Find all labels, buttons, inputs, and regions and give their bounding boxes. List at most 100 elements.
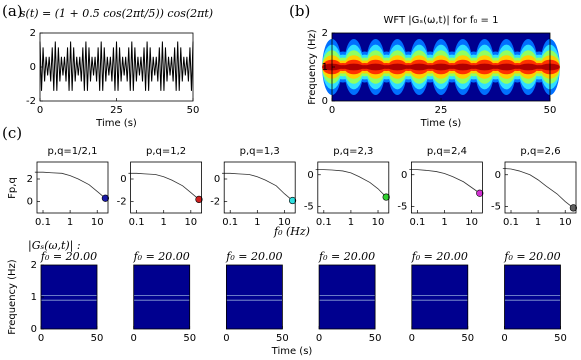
panel-label: (b) [289,2,310,20]
axes-frame [504,161,577,214]
x-tick-label: 1 [161,217,167,228]
chart-title: p,q=2,4 [427,146,467,157]
y-tick-label: 0 [214,174,220,185]
x-tick-label: 0 [409,333,415,344]
x-tick-label: 0.1 [222,217,238,228]
x-tick-label: 0 [316,333,322,344]
x-tick-label: 0 [38,333,44,344]
x-tick-label: 50 [276,333,289,344]
y-tick-label: -2 [117,197,127,208]
y-tick-label: -2 [26,96,36,107]
chart-title: p,q=2,3 [333,146,373,157]
ridge-band [387,63,408,71]
x-axis-label: Time (s) [420,118,462,129]
x-tick-label: 50 [187,105,200,116]
chart-title: f₀ = 20.00 [225,250,282,263]
y-tick-label: 0 [120,174,126,185]
axes-frame [317,161,390,214]
x-tick-label: 50 [461,333,474,344]
x-tick-label: 10 [278,217,291,228]
y-tick-label: -2 [210,197,220,208]
axes-frame [411,264,469,330]
x-tick-label: 0.1 [409,217,425,228]
chart-title: WFT |Gₛ(ω,t)| for f₀ = 1 [384,15,499,26]
data-line [315,169,387,198]
x-tick-label: 10 [372,217,385,228]
x-tick-label: 10 [465,217,478,228]
x-tick-label: 0 [37,105,43,116]
chart-title: p,q=1,3 [240,146,280,157]
panel-label: (a) [2,2,23,20]
data-line [409,169,481,194]
chart-title: f₀ = 20.00 [318,250,375,263]
y-tick-label: 0 [401,170,407,181]
y-tick-label: 2 [27,174,33,185]
axes-frame [36,161,109,214]
axes-frame [225,264,283,330]
y-tick-label: 1 [31,292,37,303]
chart-title: s(t) = (1 + 0.5 cos(2πt/5)) cos(2πt) [20,7,213,20]
x-tick-label: 50 [369,333,382,344]
x-tick-label: 0.1 [503,217,519,228]
ridge-band [518,63,539,71]
y-tick-label: 0 [495,170,501,181]
x-tick-label: 1 [535,217,541,228]
y-tick-label: -5 [491,202,501,213]
y-tick-label: 2 [30,28,36,39]
heatmap-background [319,265,376,329]
chart-title: f₀ = 20.00 [411,250,468,263]
y-axis-label: Fp,q [7,177,18,199]
x-tick-label: 0 [329,105,335,116]
data-line [502,167,574,209]
heatmap-background [133,265,190,329]
axes-frame [130,161,203,214]
axes-frame [410,161,483,214]
heatmap-background [411,265,468,329]
x-tick-label: 0.1 [35,217,51,228]
chart-title: f₀ = 20.00 [503,250,560,263]
end-marker [288,196,297,205]
ridge-band [343,63,364,71]
end-marker [195,195,203,203]
y-tick-label: 0 [31,324,37,335]
axes-frame [133,264,191,330]
x-tick-label: 0 [501,333,507,344]
x-tick-label: 1 [348,217,354,228]
x-axis-label: f₀ (Hz) [273,225,310,238]
ridge-band [431,63,451,71]
ridge-band [452,63,473,71]
y-tick-label: 1 [322,62,328,73]
x-tick-label: 0 [223,333,229,344]
chart-title: p,q=1/2,1 [48,146,98,157]
x-tick-label: 1 [441,217,447,228]
axes-frame [318,264,376,330]
x-axis-label: Time (s) [95,118,137,129]
y-tick-label: 2 [31,260,37,271]
x-tick-label: 0 [131,333,137,344]
y-tick-label: 0 [307,170,313,181]
ridge-band [474,63,495,71]
section-label: |Gₛ(ω,t)| : [28,239,81,253]
y-tick-label: -5 [397,202,407,213]
data-line [128,172,200,200]
x-tick-label: 25 [435,105,448,116]
x-tick-label: 1 [254,217,260,228]
data-line [39,41,194,91]
end-marker [569,204,577,212]
x-tick-label: 10 [184,217,197,228]
y-axis-label: Frequency (Hz) [307,29,318,105]
axes-frame [223,161,296,214]
x-tick-label: 0.1 [129,217,145,228]
chart-title: f₀ = 20.00 [133,250,190,263]
y-tick-label: 0 [322,96,328,107]
x-tick-label: 0.1 [316,217,332,228]
chart-title: f₀ = 20.00 [40,250,97,263]
ridge-band [409,63,430,71]
x-tick-label: 50 [183,333,196,344]
x-tick-label: 50 [91,333,104,344]
axes-frame [504,264,561,330]
panel-label: (c) [2,124,22,142]
y-tick-label: 0 [30,62,36,73]
x-tick-label: 1 [67,217,73,228]
